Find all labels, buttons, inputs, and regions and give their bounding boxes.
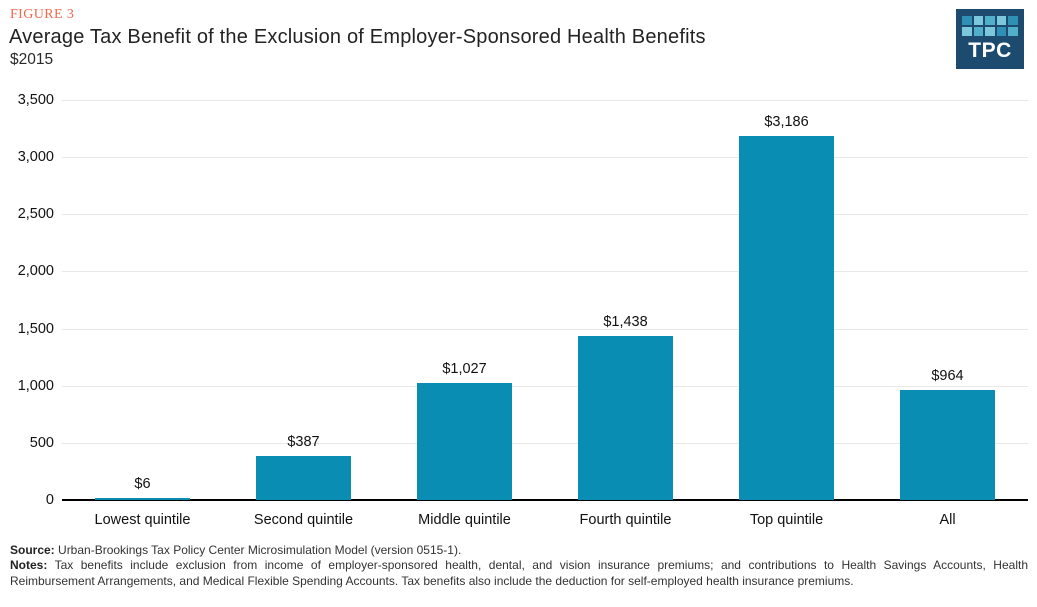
bar-value-label: $6 — [134, 476, 151, 492]
logo-square — [962, 27, 972, 36]
source-line: Source: Urban-Brookings Tax Policy Cente… — [10, 543, 1028, 558]
gridline — [62, 271, 1028, 273]
bar — [578, 335, 673, 500]
tpc-logo: TPC — [956, 9, 1024, 69]
x-axis-line — [62, 499, 1028, 501]
chart-title: Average Tax Benefit of the Exclusion of … — [9, 26, 706, 48]
source-label: Source: — [10, 543, 55, 557]
source-text: Urban-Brookings Tax Policy Center Micros… — [54, 543, 462, 557]
bar-value-label: $387 — [287, 433, 320, 450]
bar-value-label: $3,186 — [764, 113, 809, 130]
x-axis-category-label: Second quintile — [253, 512, 354, 528]
bar-value-label: $964 — [931, 367, 964, 384]
notes-label: Notes: — [10, 558, 48, 573]
tpc-logo-grid-icon — [962, 16, 1018, 36]
y-axis-tick-label: 2,500 — [17, 206, 54, 223]
chart-subtitle: $2015 — [10, 51, 54, 68]
notes-text: Tax benefits include exclusion from inco… — [10, 558, 1028, 588]
gridline — [62, 100, 1028, 101]
figure-number-label: FIGURE 3 — [10, 7, 75, 22]
logo-square — [962, 16, 972, 25]
gridline — [62, 442, 1028, 444]
y-axis-tick-label: 2,000 — [17, 263, 54, 280]
x-axis-category-label: Middle quintile — [418, 512, 511, 528]
x-axis-category-label: All — [939, 512, 956, 528]
y-axis-tick-label: 500 — [29, 434, 54, 451]
gridline — [62, 385, 1028, 387]
bar-value-label: $1,027 — [442, 360, 487, 377]
logo-square — [973, 27, 984, 36]
tpc-logo-text: TPC — [968, 39, 1012, 62]
logo-square — [1008, 16, 1018, 25]
x-axis-category-label: Fourth quintile — [579, 512, 672, 528]
y-axis-tick-label: 0 — [45, 492, 54, 508]
bar-value-label: $1,438 — [603, 313, 648, 330]
x-axis-category-label: Top quintile — [749, 512, 824, 528]
bar — [256, 455, 351, 500]
logo-square — [996, 27, 1007, 36]
bar — [95, 498, 190, 500]
y-axis-tick-label: 1,000 — [17, 377, 54, 394]
gridline — [62, 328, 1028, 330]
logo-square — [996, 16, 1007, 25]
gridline — [62, 214, 1028, 216]
y-axis-tick-label: 1,500 — [17, 320, 54, 337]
logo-square — [985, 27, 995, 36]
logo-square — [973, 16, 984, 25]
x-axis-category-label: Lowest quintile — [94, 512, 191, 528]
bar — [417, 382, 512, 500]
footer-notes: Source: Urban-Brookings Tax Policy Cente… — [10, 543, 1028, 589]
gridline — [62, 157, 1028, 159]
bar — [739, 135, 834, 500]
y-axis-tick-label: 3,000 — [17, 149, 54, 166]
logo-square — [985, 16, 995, 25]
logo-square — [1008, 27, 1018, 36]
bar — [900, 389, 995, 500]
notes-line: Notes: Tax benefits include exclusion fr… — [10, 558, 1028, 589]
y-axis-tick-label: 3,500 — [17, 92, 54, 108]
